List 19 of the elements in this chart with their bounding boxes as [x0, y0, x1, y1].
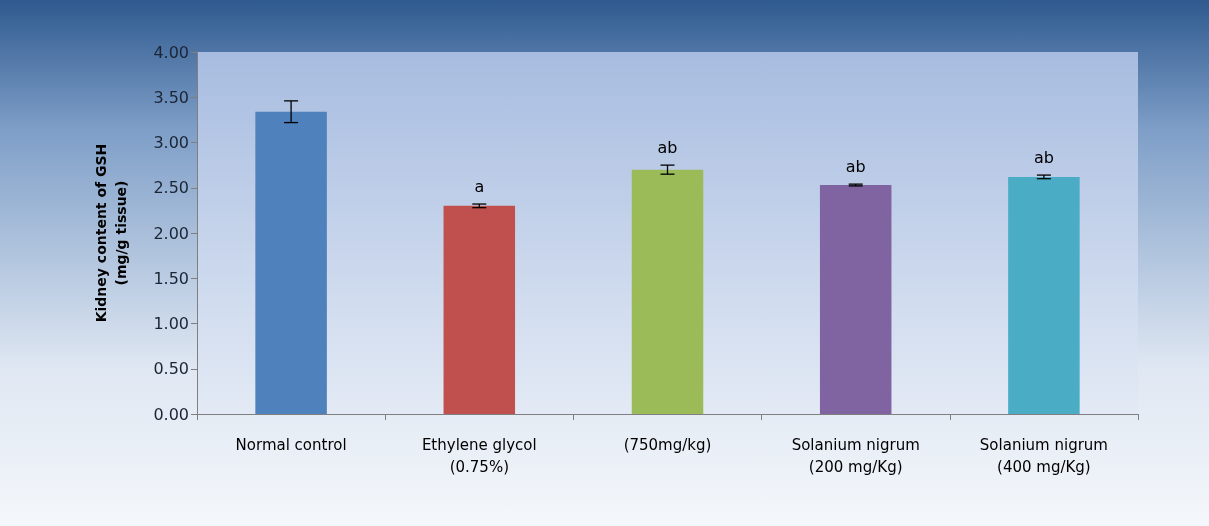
- y-tick-label: 1.00: [153, 314, 189, 333]
- y-tick-label: 3.00: [153, 133, 189, 152]
- y-tick-label: 0.00: [153, 404, 189, 424]
- x-tick-label: (750mg/kg): [623, 436, 712, 454]
- x-tick-label: Ethylene glycol (0.75%): [421, 436, 537, 476]
- y-tick-label: 4.00: [153, 42, 189, 62]
- y-tick-label: 2.00: [153, 223, 189, 243]
- annotation: ab: [845, 156, 866, 176]
- x-tick-label: Solanium nigrum (400 mg/Kg): [979, 436, 1108, 476]
- y-tick-label: 0.50: [153, 359, 189, 379]
- y-tick-label: 3.50: [153, 87, 189, 107]
- y-axis-title: Kidney content of GSH (mg/g tissue): [93, 143, 129, 323]
- y-tick-label: 2.50: [153, 178, 189, 198]
- annotation: ab: [657, 137, 678, 157]
- y-tick-label: 1.50: [153, 268, 189, 288]
- annotation: a: [474, 176, 485, 196]
- x-tick-label: Normal control: [235, 436, 347, 454]
- x-tick-label: Solanium nigrum (200 mg/Kg): [791, 436, 920, 476]
- annotation: ab: [1033, 147, 1054, 167]
